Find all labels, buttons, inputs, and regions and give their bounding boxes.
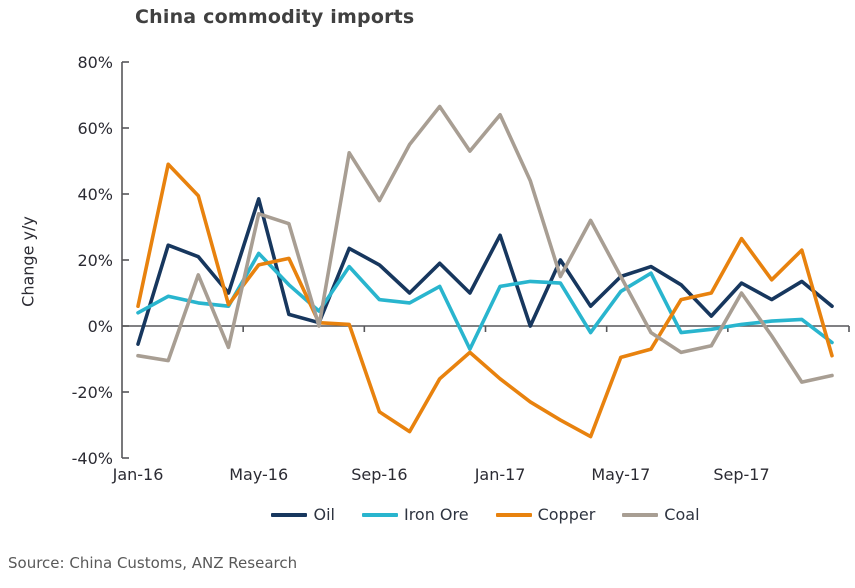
legend-item-oil: Oil	[271, 505, 335, 524]
source-note: Source: China Customs, ANZ Research	[8, 554, 298, 572]
legend-item-iron-ore: Iron Ore	[361, 505, 469, 524]
x-tick-label: Sep-16	[351, 465, 407, 484]
x-tick-label: May-17	[591, 465, 650, 484]
x-tick-label: Jan-16	[112, 465, 164, 484]
line-chart-plot: 80% 60% 40% 20% 0% -20% -40%Jan-16 May-16 Sep-16…	[72, 53, 850, 484]
legend-swatch	[495, 512, 532, 517]
series-line-copper	[136, 162, 834, 439]
legend-label: Oil	[313, 505, 335, 524]
series-line-oil	[136, 197, 834, 346]
legend-swatch	[271, 512, 308, 517]
y-tick-label: 60%	[77, 119, 113, 138]
series-line-coal	[136, 104, 834, 384]
legend-label: Iron Ore	[403, 505, 469, 524]
chart-title: China commodity imports	[135, 6, 415, 28]
chart-legend: Oil Iron Ore Copper Coal	[122, 505, 849, 524]
legend-swatch	[622, 512, 659, 517]
legend-swatch	[361, 512, 398, 517]
legend-item-coal: Coal	[622, 505, 700, 524]
y-tick-label: -40%	[72, 449, 113, 468]
y-tick-label: 0%	[88, 317, 113, 336]
legend-label: Copper	[537, 505, 596, 524]
y-tick-label: 40%	[77, 185, 113, 204]
x-tick-label: May-16	[229, 465, 288, 484]
legend-label: Coal	[664, 505, 700, 524]
series-line-iron-ore	[136, 251, 834, 351]
y-tick-label: 80%	[77, 53, 113, 72]
x-tick-label: Jan-17	[474, 465, 526, 484]
y-tick-label: 20%	[77, 251, 113, 270]
legend-item-copper: Copper	[495, 505, 596, 524]
y-tick-label: -20%	[72, 383, 113, 402]
x-tick-label: Sep-17	[713, 465, 769, 484]
